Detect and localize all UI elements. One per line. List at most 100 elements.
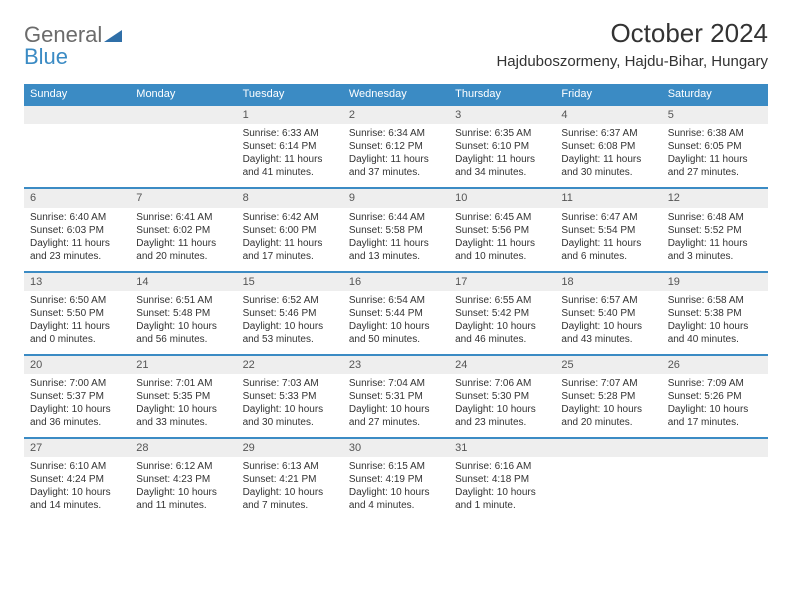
sunrise-text: Sunrise: 6:54 AM (349, 294, 443, 307)
daylight-text: Daylight: 10 hours and 40 minutes. (668, 320, 762, 346)
day-number (555, 439, 661, 457)
day-details: Sunrise: 6:33 AMSunset: 6:14 PMDaylight:… (237, 124, 343, 187)
daylight-text: Daylight: 10 hours and 36 minutes. (30, 403, 124, 429)
sunset-text: Sunset: 6:12 PM (349, 140, 443, 153)
sunrise-text: Sunrise: 6:38 AM (668, 127, 762, 140)
daylight-text: Daylight: 11 hours and 34 minutes. (455, 153, 549, 179)
sunrise-text: Sunrise: 7:01 AM (136, 377, 230, 390)
sunrise-text: Sunrise: 6:37 AM (561, 127, 655, 140)
day-details: Sunrise: 7:04 AMSunset: 5:31 PMDaylight:… (343, 374, 449, 437)
day-number: 3 (449, 106, 555, 124)
calendar-day-cell: 15Sunrise: 6:52 AMSunset: 5:46 PMDayligh… (237, 272, 343, 355)
day-details: Sunrise: 6:41 AMSunset: 6:02 PMDaylight:… (130, 208, 236, 271)
daylight-text: Daylight: 11 hours and 3 minutes. (668, 237, 762, 263)
calendar-day-cell: 17Sunrise: 6:55 AMSunset: 5:42 PMDayligh… (449, 272, 555, 355)
calendar-day-cell: 24Sunrise: 7:06 AMSunset: 5:30 PMDayligh… (449, 355, 555, 438)
sunset-text: Sunset: 5:40 PM (561, 307, 655, 320)
sunrise-text: Sunrise: 7:09 AM (668, 377, 762, 390)
day-number: 24 (449, 356, 555, 374)
logo-text-blue: Blue (24, 44, 68, 70)
sunrise-text: Sunrise: 6:34 AM (349, 127, 443, 140)
day-details: Sunrise: 6:13 AMSunset: 4:21 PMDaylight:… (237, 457, 343, 520)
daylight-text: Daylight: 10 hours and 17 minutes. (668, 403, 762, 429)
calendar-table: SundayMondayTuesdayWednesdayThursdayFrid… (24, 84, 768, 520)
day-details: Sunrise: 6:37 AMSunset: 6:08 PMDaylight:… (555, 124, 661, 187)
sunset-text: Sunset: 6:10 PM (455, 140, 549, 153)
day-details: Sunrise: 6:40 AMSunset: 6:03 PMDaylight:… (24, 208, 130, 271)
daylight-text: Daylight: 11 hours and 23 minutes. (30, 237, 124, 263)
calendar-day-cell: 25Sunrise: 7:07 AMSunset: 5:28 PMDayligh… (555, 355, 661, 438)
calendar-day-cell: 9Sunrise: 6:44 AMSunset: 5:58 PMDaylight… (343, 188, 449, 271)
location: Hajduboszormeny, Hajdu-Bihar, Hungary (496, 53, 768, 70)
sunrise-text: Sunrise: 6:35 AM (455, 127, 549, 140)
sunset-text: Sunset: 4:23 PM (136, 473, 230, 486)
daylight-text: Daylight: 10 hours and 20 minutes. (561, 403, 655, 429)
day-number: 13 (24, 273, 130, 291)
day-number: 6 (24, 189, 130, 207)
day-details: Sunrise: 7:03 AMSunset: 5:33 PMDaylight:… (237, 374, 343, 437)
day-number: 12 (662, 189, 768, 207)
daylight-text: Daylight: 10 hours and 23 minutes. (455, 403, 549, 429)
calendar-day-cell: 13 Sunrise: 6:50 AMSunset: 5:50 PMDayligh… (24, 272, 130, 355)
day-number: 4 (555, 106, 661, 124)
daylight-text: Daylight: 11 hours and 0 minutes. (30, 320, 124, 346)
sunset-text: Sunset: 6:02 PM (136, 224, 230, 237)
sunset-text: Sunset: 4:19 PM (349, 473, 443, 486)
sunrise-text: Sunrise: 6:16 AM (455, 460, 549, 473)
daylight-text: Daylight: 11 hours and 17 minutes. (243, 237, 337, 263)
sunrise-text: Sunrise: 6:58 AM (668, 294, 762, 307)
day-details: Sunrise: 6:16 AMSunset: 4:18 PMDaylight:… (449, 457, 555, 520)
day-number (130, 106, 236, 124)
daylight-text: Daylight: 11 hours and 37 minutes. (349, 153, 443, 179)
sunrise-text: Sunrise: 6:15 AM (349, 460, 443, 473)
calendar-day-cell: 20Sunrise: 7:00 AMSunset: 5:37 PMDayligh… (24, 355, 130, 438)
daylight-text: Daylight: 10 hours and 14 minutes. (30, 486, 124, 512)
weekday-header: Wednesday (343, 84, 449, 105)
calendar-week-row: 13Sunrise: 6:50 AMSunset: 5:50 PMDayligh… (24, 272, 768, 355)
sunrise-text: Sunrise: 6:57 AM (561, 294, 655, 307)
day-number: 20 (24, 356, 130, 374)
day-details: Sunrise: 6:52 AMSunset: 5:46 PMDaylight:… (237, 291, 343, 354)
sunset-text: Sunset: 6:08 PM (561, 140, 655, 153)
day-number: 29 (237, 439, 343, 457)
calendar-day-cell: 16Sunrise: 6:54 AMSunset: 5:44 PMDayligh… (343, 272, 449, 355)
sunset-text: Sunset: 5:50 PM (30, 307, 124, 320)
day-number: 27 (24, 439, 130, 457)
day-details: Sunrise: 6:38 AMSunset: 6:05 PMDaylight:… (662, 124, 768, 187)
sunrise-text: Sunrise: 6:10 AM (30, 460, 124, 473)
sunset-text: Sunset: 5:44 PM (349, 307, 443, 320)
day-number: 19 (662, 273, 768, 291)
day-number: 26 (662, 356, 768, 374)
sunset-text: Sunset: 6:05 PM (668, 140, 762, 153)
sunrise-text: Sunrise: 7:07 AM (561, 377, 655, 390)
sunrise-text: Sunrise: 6:12 AM (136, 460, 230, 473)
day-number: 25 (555, 356, 661, 374)
sunrise-text: Sunrise: 6:44 AM (349, 211, 443, 224)
sunset-text: Sunset: 5:31 PM (349, 390, 443, 403)
calendar-week-row: 27Sunrise: 6:10 AMSunset: 4:24 PMDayligh… (24, 438, 768, 520)
daylight-text: Daylight: 11 hours and 6 minutes. (561, 237, 655, 263)
daylight-text: Daylight: 10 hours and 46 minutes. (455, 320, 549, 346)
header: General October 2024 Hajduboszormeny, Ha… (24, 18, 768, 76)
day-details: Sunrise: 7:07 AMSunset: 5:28 PMDaylight:… (555, 374, 661, 437)
daylight-text: Daylight: 10 hours and 4 minutes. (349, 486, 443, 512)
day-details: Sunrise: 6:34 AMSunset: 6:12 PMDaylight:… (343, 124, 449, 187)
day-number: 15 (237, 273, 343, 291)
day-number: 28 (130, 439, 236, 457)
calendar-empty-cell (555, 438, 661, 520)
calendar-day-cell: 31Sunrise: 6:16 AMSunset: 4:18 PMDayligh… (449, 438, 555, 520)
calendar-day-cell: 14Sunrise: 6:51 AMSunset: 5:48 PMDayligh… (130, 272, 236, 355)
daylight-text: Daylight: 11 hours and 13 minutes. (349, 237, 443, 263)
sunset-text: Sunset: 5:58 PM (349, 224, 443, 237)
sunrise-text: Sunrise: 6:40 AM (30, 211, 124, 224)
calendar-day-cell: 23Sunrise: 7:04 AMSunset: 5:31 PMDayligh… (343, 355, 449, 438)
day-details: Sunrise: 6:35 AMSunset: 6:10 PMDaylight:… (449, 124, 555, 187)
daylight-text: Daylight: 10 hours and 33 minutes. (136, 403, 230, 429)
day-number: 22 (237, 356, 343, 374)
daylight-text: Daylight: 11 hours and 20 minutes. (136, 237, 230, 263)
calendar-day-cell: 27Sunrise: 6:10 AMSunset: 4:24 PMDayligh… (24, 438, 130, 520)
calendar-day-cell: 6Sunrise: 6:40 AMSunset: 6:03 PMDaylight… (24, 188, 130, 271)
sunrise-text: Sunrise: 6:50 AM (30, 294, 124, 307)
sunrise-text: Sunrise: 6:41 AM (136, 211, 230, 224)
day-details: Sunrise: 6:42 AMSunset: 6:00 PMDaylight:… (237, 208, 343, 271)
